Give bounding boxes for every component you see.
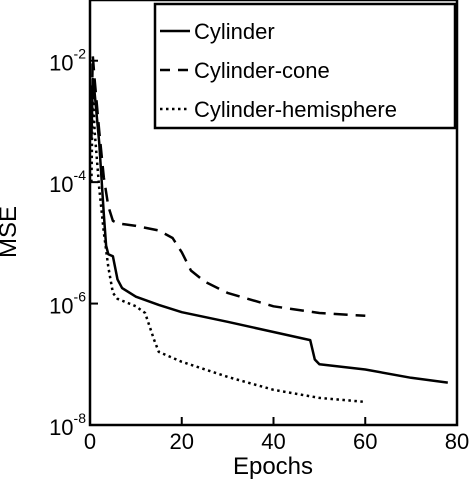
- series-line-dotted: [90, 87, 366, 404]
- series-line-dashed: [90, 54, 366, 318]
- y-tick-label: 10-2: [49, 46, 86, 76]
- legend: Cylinder Cylinder-cone Cylinder-hemisphere: [153, 2, 457, 130]
- x-tick-label: 40: [261, 429, 285, 454]
- x-axis-ticks: 0 20 40 60 80: [84, 417, 469, 454]
- x-tick-label: 80: [445, 429, 469, 454]
- y-tick-label: 10-4: [49, 167, 86, 197]
- x-tick-label: 60: [353, 429, 377, 454]
- x-axis-label: Epochs: [233, 453, 313, 480]
- y-tick-label: 10-8: [49, 410, 86, 440]
- y-tick-label: 10-6: [49, 289, 86, 319]
- series-line-solid: [90, 77, 448, 384]
- legend-box: [153, 2, 457, 130]
- y-axis-label: MSE: [0, 206, 22, 258]
- x-tick-label: 20: [170, 429, 194, 454]
- y-axis-ticks: 10-8 10-6 10-4 10-2: [49, 46, 98, 440]
- legend-label: Cylinder-hemisphere: [194, 97, 397, 122]
- x-tick-label: 0: [84, 429, 96, 454]
- legend-label: Cylinder-cone: [194, 58, 330, 83]
- series-layer: [90, 54, 448, 404]
- legend-label: Cylinder: [194, 19, 275, 44]
